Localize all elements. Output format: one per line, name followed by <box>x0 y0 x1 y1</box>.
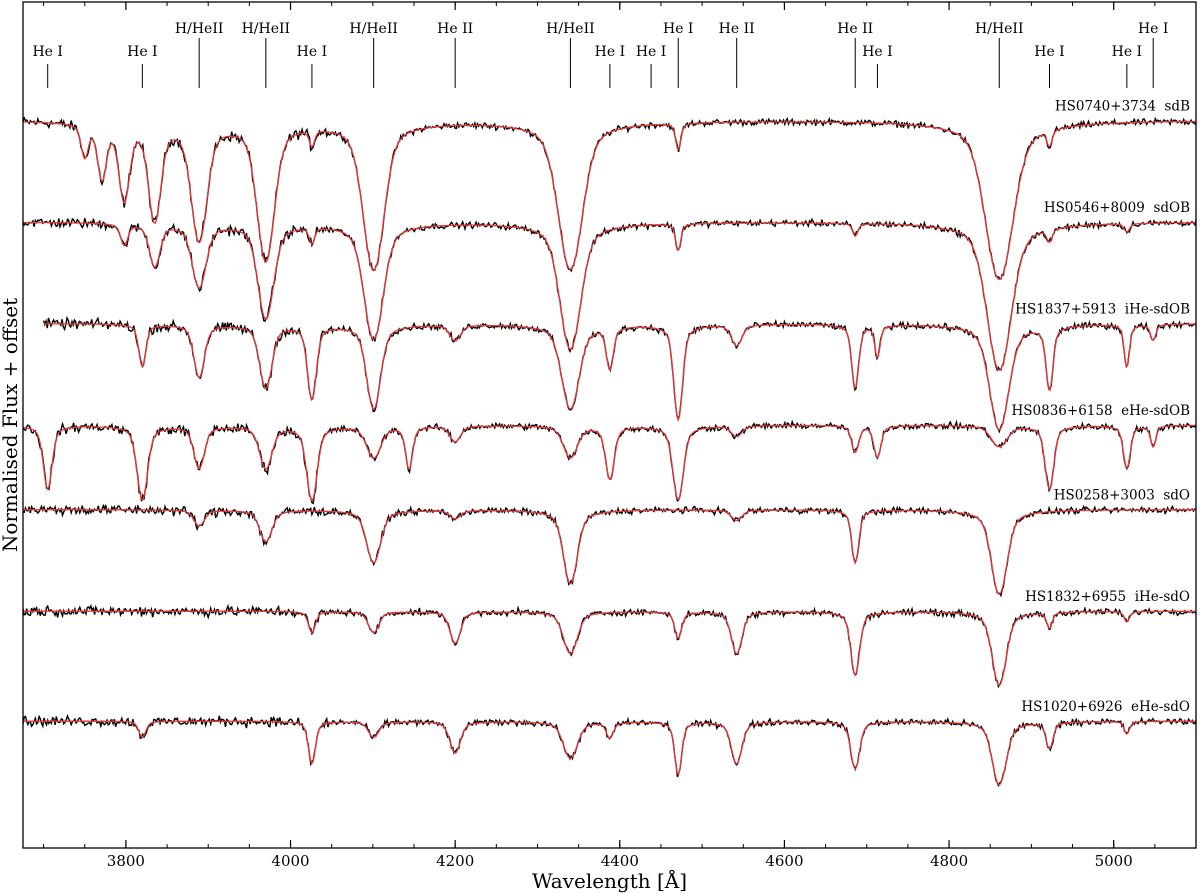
spectrum-label: HS0740+3734 sdB <box>1055 98 1190 114</box>
line-id-label: H/HeII <box>175 21 223 37</box>
x-tick-label: 3800 <box>107 852 145 870</box>
observed-spectrum-line <box>22 713 1197 788</box>
observed-spectrum-line <box>22 419 1197 505</box>
model-spectrum-line <box>23 720 1196 786</box>
x-axis-label: Wavelength [Å] <box>532 868 687 893</box>
x-tick-label: 4200 <box>436 852 474 870</box>
model-spectrum-line <box>22 424 1196 502</box>
line-id-label: H/HeII <box>975 21 1023 37</box>
spectrum-label: HS1837+5913 iHe-sdOB <box>1015 301 1190 317</box>
x-tick-label: 4600 <box>765 852 803 870</box>
model-spectrum-line <box>23 120 1196 280</box>
x-tick-label: 4400 <box>601 852 639 870</box>
x-tick-label: 4000 <box>271 852 309 870</box>
model-spectrum-line <box>23 610 1196 686</box>
model-spectrum-line <box>43 323 1196 431</box>
spectrum-label: HS0258+3003 sdO <box>1054 488 1190 504</box>
observed-spectrum-line <box>22 115 1197 280</box>
line-id-label: He II <box>719 21 755 37</box>
spectrum-label: HS0546+8009 sdOB <box>1044 200 1190 216</box>
line-id-label: He I <box>127 44 157 60</box>
model-spectrum-line <box>23 509 1196 595</box>
line-id-label: H/HeII <box>242 21 290 37</box>
line-id-label: He I <box>32 44 62 60</box>
line-id-label: He I <box>636 44 666 60</box>
observed-spectrum-line <box>22 503 1196 598</box>
x-tick-label: 4800 <box>930 852 968 870</box>
y-axis-label: Normalised Flux + offset <box>0 298 22 552</box>
x-tick-label: 5000 <box>1095 852 1133 870</box>
line-id-label: H/HeII <box>546 21 594 37</box>
spectrum-label: HS1020+6926 eHe-sdO <box>1021 699 1190 715</box>
spectrum-label: HS0836+6158 eHe-sdOB <box>1012 403 1191 419</box>
plot-frame <box>22 1 1197 849</box>
line-id-label: He I <box>297 44 327 60</box>
line-id-label: He II <box>837 21 873 37</box>
line-id-label: He I <box>1138 21 1168 37</box>
line-id-label: H/HeII <box>349 21 397 37</box>
x-axis-ticks: 3800 4000 4200 4400 4600 4800 5000 <box>43 2 1156 870</box>
line-id-label: He II <box>437 21 473 37</box>
line-id-label: He I <box>1112 44 1142 60</box>
line-id-label: He I <box>595 44 625 60</box>
spectra-layer: HS0740+3734 sdB HS0546+8009 sdOB HS1837+59… <box>22 98 1197 788</box>
model-spectrum-line <box>23 221 1196 371</box>
line-id-label: He I <box>1034 44 1064 60</box>
line-id-label: He I <box>862 44 892 60</box>
line-id-label: He I <box>663 21 693 37</box>
spectrum-label: HS1832+6955 iHe-sdO <box>1025 589 1190 605</box>
